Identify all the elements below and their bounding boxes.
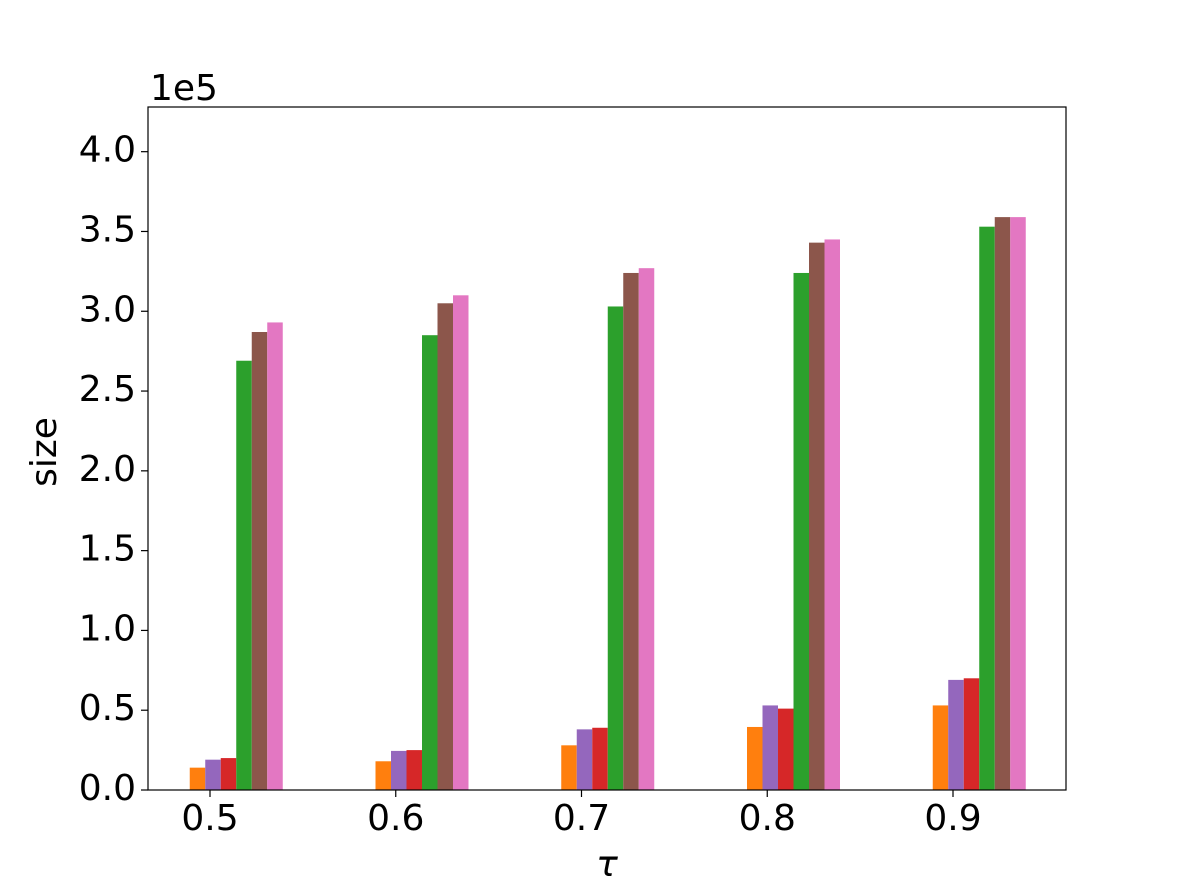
bar	[623, 272, 639, 790]
bar	[638, 268, 655, 790]
bar	[809, 242, 825, 790]
bar	[375, 761, 391, 790]
bar	[406, 750, 422, 790]
bar	[453, 295, 469, 790]
bar	[963, 678, 980, 790]
x-tick-label: 0.9	[924, 798, 981, 839]
bar	[391, 750, 407, 790]
offset-text: 1e5	[150, 68, 218, 109]
bar	[205, 759, 221, 790]
plot-frame	[147, 106, 1067, 791]
bar	[592, 727, 608, 790]
y-tick-label: 4.0	[79, 130, 136, 171]
x-tick-label: 0.6	[367, 798, 424, 839]
y-tick-label: 3.5	[79, 209, 136, 250]
bar	[979, 226, 995, 791]
bar	[189, 767, 206, 790]
bar	[747, 726, 763, 790]
y-tick-label: 2.5	[79, 369, 136, 410]
bar	[932, 705, 949, 790]
bar	[824, 239, 840, 790]
bar	[778, 708, 794, 790]
bar	[762, 705, 778, 790]
bar	[561, 745, 577, 790]
bar	[948, 679, 964, 790]
x-axis-label: τ	[596, 844, 618, 885]
y-tick-label: 2.0	[79, 449, 136, 490]
y-tick-label: 1.5	[79, 529, 136, 570]
bar	[1010, 217, 1026, 791]
x-tick-label: 0.5	[181, 798, 238, 839]
bar	[251, 332, 268, 790]
y-tick-label: 0.0	[79, 768, 136, 809]
x-tick-label: 0.7	[553, 798, 610, 839]
bar	[994, 217, 1011, 791]
bar	[236, 360, 252, 790]
bar	[422, 335, 438, 790]
bar	[437, 303, 453, 790]
bar	[267, 322, 283, 790]
y-tick-label: 3.0	[79, 289, 136, 330]
x-tick-label: 0.8	[739, 798, 796, 839]
y-tick-label: 1.0	[79, 608, 136, 649]
bar	[793, 272, 809, 790]
y-axis-label: size	[24, 417, 65, 487]
bar	[220, 758, 237, 790]
y-tick-label: 0.5	[79, 688, 136, 729]
bar	[576, 729, 593, 790]
bar	[607, 306, 624, 790]
